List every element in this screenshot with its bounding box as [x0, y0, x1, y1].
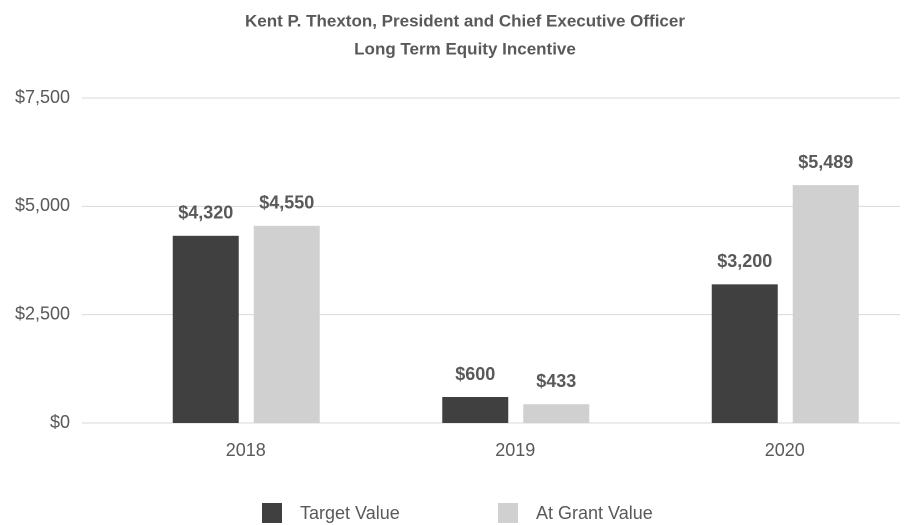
bar: [523, 404, 590, 423]
chart-subtitle: Long Term Equity Incentive: [354, 39, 576, 58]
bar: [792, 185, 859, 423]
legend-swatch: [262, 503, 282, 523]
legend-label: At Grant Value: [536, 503, 653, 523]
legend-swatch: [498, 503, 518, 523]
value-label: $4,550: [259, 193, 314, 213]
value-label: $3,200: [717, 251, 772, 271]
value-label: $5,489: [798, 152, 853, 172]
bar: [172, 235, 239, 423]
bar: [711, 284, 778, 423]
value-label: $4,320: [178, 203, 233, 223]
y-tick-label: $5,000: [15, 195, 70, 215]
bar: [442, 397, 509, 423]
x-tick-label: 2018: [226, 440, 266, 460]
y-tick-label: $0: [50, 412, 70, 432]
bar: [253, 225, 320, 423]
y-tick-label: $2,500: [15, 303, 70, 323]
y-tick-label: $7,500: [15, 87, 70, 107]
x-tick-label: 2020: [765, 440, 805, 460]
value-label: $600: [455, 364, 495, 384]
legend-label: Target Value: [300, 503, 400, 523]
x-tick-label: 2019: [495, 440, 535, 460]
value-label: $433: [536, 371, 576, 391]
chart-title: Kent P. Thexton, President and Chief Exe…: [245, 11, 685, 30]
